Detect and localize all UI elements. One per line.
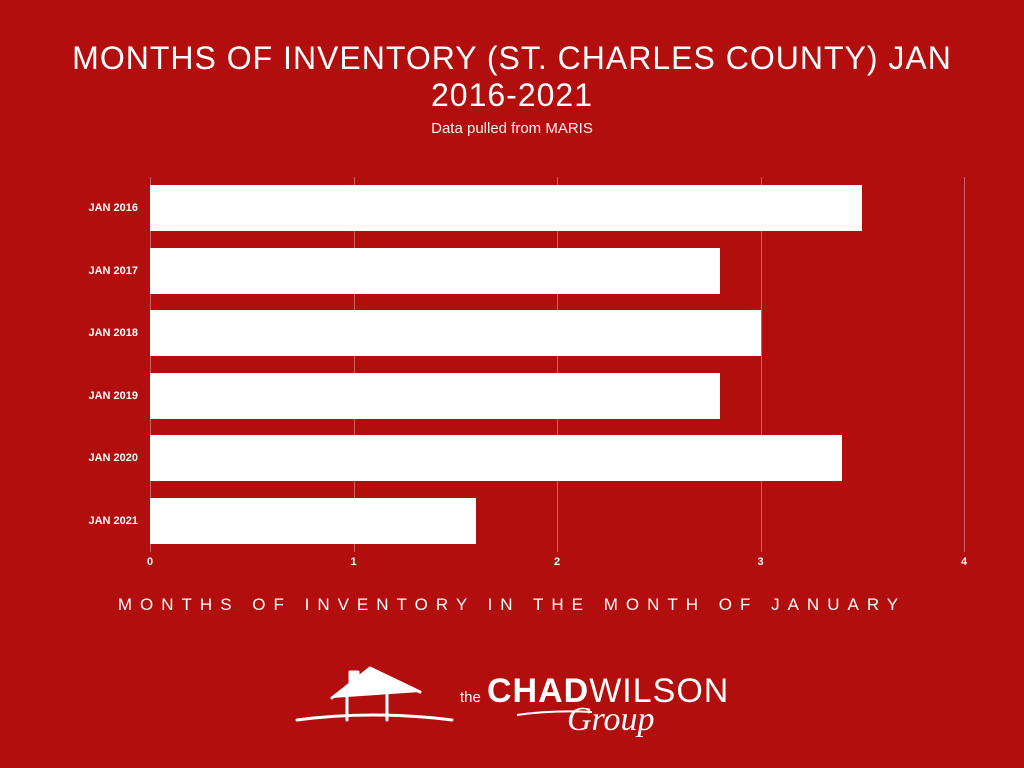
logo-script: Group	[567, 701, 655, 738]
x-axis-tick-label: 3	[757, 556, 763, 568]
bar	[150, 435, 842, 481]
bar-row	[150, 498, 964, 544]
logo-prefix: the	[460, 689, 481, 706]
bar	[150, 248, 720, 294]
x-axis-tick-label: 1	[350, 556, 356, 568]
bar-row	[150, 185, 964, 231]
y-axis-label: JAN 2021	[60, 515, 150, 527]
brand-logo: the CHADWILSON Group	[60, 650, 964, 740]
x-axis-tick-label: 2	[554, 556, 560, 568]
chart-title: MONTHS OF INVENTORY (ST. CHARLES COUNTY)…	[60, 40, 964, 114]
x-axis-labels: 0 1 2 3 4	[150, 552, 964, 577]
bar-row	[150, 435, 964, 481]
chart-container: MONTHS OF INVENTORY (ST. CHARLES COUNTY)…	[0, 0, 1024, 768]
bar-row	[150, 373, 964, 419]
y-axis-label: JAN 2017	[60, 265, 150, 277]
x-axis-title: MONTHS OF INVENTORY IN THE MONTH OF JANU…	[60, 595, 964, 615]
bars-group	[150, 177, 964, 552]
x-axis-tick-label: 0	[147, 556, 153, 568]
plot-area: 0 1 2 3 4	[150, 177, 964, 577]
chart-subtitle: Data pulled from MARIS	[60, 120, 964, 137]
bar	[150, 373, 720, 419]
bar-row	[150, 248, 964, 294]
x-axis-tick-label: 4	[961, 556, 967, 568]
bar	[150, 310, 761, 356]
y-axis-labels: JAN 2016 JAN 2017 JAN 2018 JAN 2019 JAN 2020…	[60, 177, 150, 577]
y-axis-label: JAN 2016	[60, 202, 150, 214]
y-axis-label: JAN 2018	[60, 327, 150, 339]
chart-area: JAN 2016 JAN 2017 JAN 2018 JAN 2019 JAN 2020…	[60, 177, 964, 577]
bar-row	[150, 310, 964, 356]
y-axis-label: JAN 2020	[60, 452, 150, 464]
bar	[150, 498, 476, 544]
y-axis-label: JAN 2019	[60, 390, 150, 402]
bar	[150, 185, 862, 231]
gridline	[964, 177, 965, 552]
